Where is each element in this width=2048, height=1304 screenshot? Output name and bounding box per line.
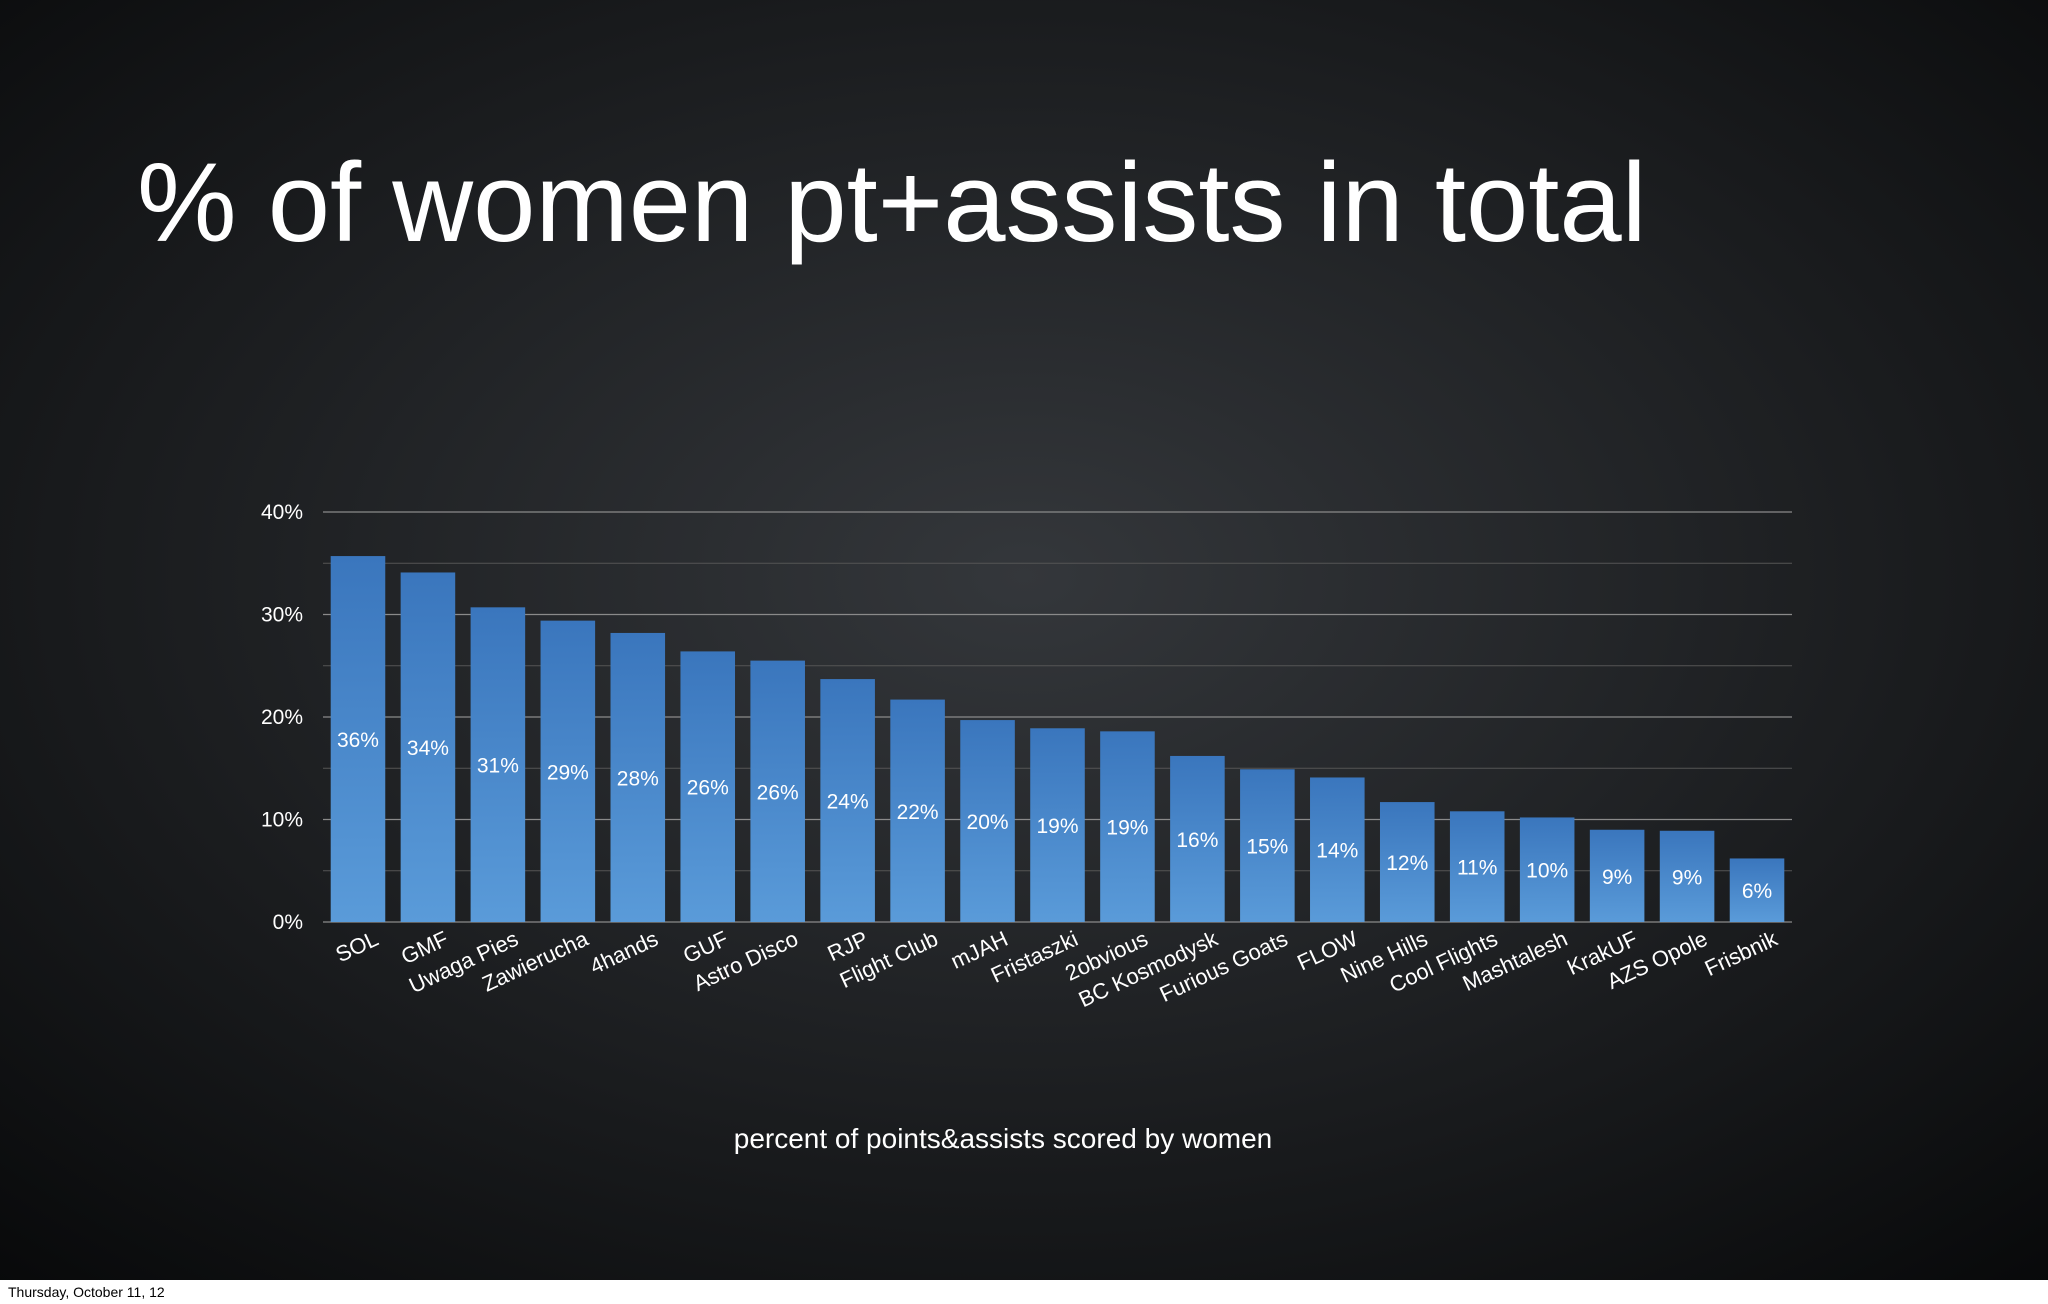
x-axis-label: percent of points&assists scored by wome… — [734, 1123, 1272, 1154]
y-tick-label: 20% — [261, 706, 303, 729]
value-label: 16% — [1176, 829, 1218, 852]
bar — [1310, 777, 1365, 922]
value-label: 9% — [1602, 866, 1632, 889]
value-label: 36% — [337, 729, 379, 752]
bar — [960, 720, 1015, 922]
bar — [890, 699, 945, 922]
value-label: 29% — [547, 761, 589, 784]
value-label: 26% — [687, 777, 729, 800]
bar — [680, 651, 736, 922]
bar — [1240, 769, 1295, 922]
bar — [1100, 731, 1155, 922]
value-label: 26% — [757, 781, 799, 804]
bar — [540, 620, 596, 922]
footer-strip — [0, 1280, 2048, 1304]
value-label: 24% — [827, 791, 869, 814]
bar — [1170, 755, 1225, 922]
bar — [1659, 830, 1715, 922]
value-label: 12% — [1386, 852, 1428, 875]
value-label: 22% — [897, 801, 939, 824]
bar — [400, 572, 456, 922]
bar — [1379, 802, 1435, 922]
bar — [330, 556, 386, 922]
value-label: 9% — [1672, 866, 1702, 889]
value-label: 6% — [1742, 880, 1772, 903]
bar — [1589, 829, 1645, 922]
y-tick-label: 30% — [261, 604, 303, 627]
bar — [610, 632, 666, 922]
value-label: 11% — [1457, 857, 1497, 880]
bar — [820, 679, 875, 922]
value-label: 31% — [477, 755, 519, 778]
bar — [470, 607, 526, 922]
value-label: 10% — [1526, 860, 1568, 883]
y-tick-label: 0% — [273, 911, 303, 934]
y-tick-label: 10% — [261, 809, 303, 832]
value-label: 34% — [407, 737, 449, 760]
value-label: 19% — [1036, 815, 1078, 838]
bar — [1519, 817, 1575, 922]
bar — [1030, 728, 1085, 922]
value-label: 19% — [1106, 817, 1148, 840]
bar — [1449, 811, 1505, 922]
bar — [750, 660, 805, 922]
value-label: 28% — [617, 767, 659, 790]
value-label: 15% — [1246, 836, 1288, 859]
value-label: 20% — [967, 811, 1009, 834]
y-tick-label: 40% — [261, 501, 303, 524]
value-label: 14% — [1316, 840, 1358, 863]
footer-date: Thursday, October 11, 12 — [8, 1284, 165, 1300]
chart-title: % of women pt+assists in total — [137, 140, 1647, 265]
bar — [1729, 858, 1785, 922]
